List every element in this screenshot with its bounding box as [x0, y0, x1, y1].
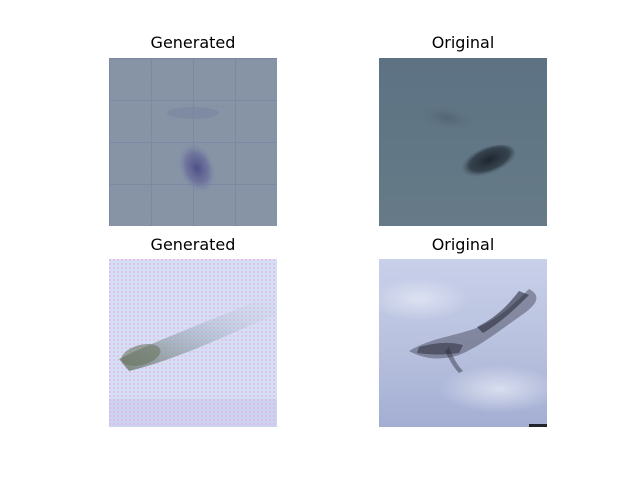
generated-image-top-left — [109, 58, 277, 226]
panel-title-bottom-right: Original — [431, 235, 495, 254]
panel-title-top-left: Generated — [150, 33, 236, 52]
original-image-top-right — [379, 58, 547, 226]
generated-image-bottom-left — [109, 259, 277, 427]
panel-title-top-right: Original — [431, 33, 495, 52]
panel-title-bottom-left: Generated — [150, 235, 236, 254]
original-image-bottom-right — [379, 259, 547, 427]
